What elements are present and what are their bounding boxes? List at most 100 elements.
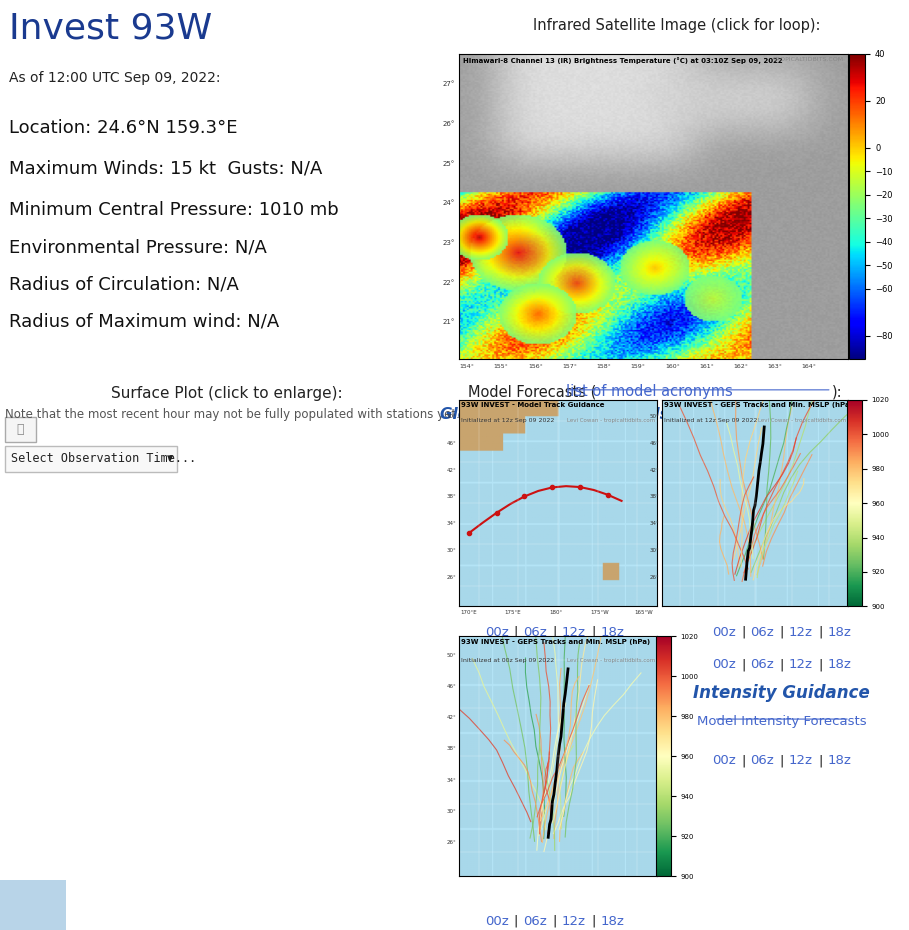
Text: Initialized at 00z Sep 09 2022: Initialized at 00z Sep 09 2022 (461, 658, 554, 663)
Text: 27°: 27° (443, 82, 455, 87)
Text: 42°: 42° (446, 468, 456, 472)
Text: GFS Ensembles: GFS Ensembles (716, 406, 847, 421)
Text: Initialized at 12z Sep 09 2022: Initialized at 12z Sep 09 2022 (461, 418, 554, 423)
Text: 34°: 34° (446, 522, 456, 526)
Text: |: | (741, 658, 745, 671)
Bar (5, 417, 36, 442)
Text: |: | (780, 658, 784, 671)
Text: |: | (818, 658, 823, 671)
Text: 18z: 18z (828, 626, 852, 639)
Text: 165°W: 165°W (634, 610, 653, 616)
Text: 50°: 50° (649, 414, 659, 418)
Text: |: | (591, 626, 595, 639)
Text: 00z: 00z (484, 915, 508, 928)
Text: |: | (741, 626, 745, 639)
Text: 50°: 50° (446, 653, 456, 658)
Text: 12z: 12z (789, 626, 813, 639)
Text: 00z: 00z (484, 626, 508, 639)
Text: 42°: 42° (446, 715, 456, 720)
Text: Model Intensity Forecasts: Model Intensity Forecasts (697, 715, 866, 728)
Text: 34°: 34° (649, 522, 659, 526)
Text: 46°: 46° (649, 441, 659, 445)
Text: 50°: 50° (446, 414, 456, 418)
Text: 30°: 30° (446, 548, 456, 553)
Text: |: | (818, 626, 823, 639)
Text: Levi Cowan - tropicaltidbits.com: Levi Cowan - tropicaltidbits.com (567, 418, 655, 423)
Text: 46°: 46° (446, 684, 456, 689)
Text: 06z: 06z (751, 754, 774, 767)
Text: Location: 24.6°N 159.3°E: Location: 24.6°N 159.3°E (9, 119, 237, 137)
Text: 18z: 18z (601, 626, 624, 639)
Bar (0, 880, 65, 930)
Text: 155°: 155° (494, 364, 508, 368)
Text: 00z: 00z (712, 658, 735, 671)
Text: 06z: 06z (524, 915, 547, 928)
Text: ):: ): (832, 384, 843, 399)
Text: 24°: 24° (443, 200, 455, 206)
Text: 22°: 22° (443, 280, 455, 286)
Text: 160°: 160° (664, 364, 680, 368)
Text: 23°: 23° (443, 240, 455, 246)
Text: 161°: 161° (699, 364, 714, 368)
Text: Radius of Maximum wind: N/A: Radius of Maximum wind: N/A (9, 312, 279, 330)
Text: 46°: 46° (446, 441, 456, 445)
Text: Levi Cowan - tropicaltidbits.com: Levi Cowan - tropicaltidbits.com (567, 658, 655, 663)
Text: 12z: 12z (562, 626, 585, 639)
Text: |: | (553, 915, 556, 928)
Text: 158°: 158° (596, 364, 611, 368)
Text: 26°: 26° (649, 575, 659, 580)
Text: 164°: 164° (802, 364, 816, 368)
Text: 93W INVEST - Model Track Guidance: 93W INVEST - Model Track Guidance (461, 402, 604, 408)
Text: list of model acronyms: list of model acronyms (565, 384, 733, 399)
Text: TROPICALTIDBITS.COM: TROPICALTIDBITS.COM (773, 57, 844, 62)
Text: 18z: 18z (828, 754, 852, 767)
Text: |: | (514, 915, 518, 928)
Text: 42°: 42° (649, 468, 659, 472)
Text: 163°: 163° (767, 364, 783, 368)
Text: Invest 93W: Invest 93W (9, 11, 213, 46)
Text: 12z: 12z (789, 754, 813, 767)
Text: As of 12:00 UTC Sep 09, 2022:: As of 12:00 UTC Sep 09, 2022: (9, 71, 221, 85)
Text: 154°: 154° (459, 364, 474, 368)
Text: 00z: 00z (712, 754, 735, 767)
Text: 180°: 180° (550, 610, 563, 616)
Text: |: | (818, 754, 823, 767)
Text: 162°: 162° (734, 364, 748, 368)
Text: |: | (741, 754, 745, 767)
Text: Intensity Guidance: Intensity Guidance (694, 684, 870, 702)
Text: 26°: 26° (443, 121, 455, 127)
Text: 21°: 21° (443, 319, 455, 325)
Text: 26°: 26° (446, 575, 456, 580)
Text: 156°: 156° (528, 364, 543, 368)
Text: |: | (780, 626, 784, 639)
Text: |: | (553, 626, 556, 639)
Text: 12z: 12z (562, 915, 585, 928)
Text: 06z: 06z (751, 626, 774, 639)
Text: Select Observation Time...: Select Observation Time... (11, 452, 196, 465)
Text: Infrared Satellite Image (click for loop):: Infrared Satellite Image (click for loop… (534, 18, 821, 33)
Text: 157°: 157° (562, 364, 577, 368)
Text: 06z: 06z (524, 626, 547, 639)
Bar (5, 445, 177, 472)
Text: Radius of Circulation: N/A: Radius of Circulation: N/A (9, 275, 239, 293)
Text: 175°W: 175°W (590, 610, 609, 616)
Text: 12z: 12z (789, 658, 813, 671)
Text: 30°: 30° (649, 548, 659, 553)
Text: GEPS Ensembles: GEPS Ensembles (484, 684, 625, 699)
Text: 159°: 159° (631, 364, 645, 368)
Text: 93W INVEST - GEFS Tracks and Min. MSLP (hPa): 93W INVEST - GEFS Tracks and Min. MSLP (… (664, 402, 853, 408)
Text: Surface Plot (click to enlarge):: Surface Plot (click to enlarge): (112, 386, 343, 401)
Text: 170°E: 170°E (461, 610, 477, 616)
Text: 06z: 06z (751, 658, 774, 671)
Text: 18z: 18z (601, 915, 624, 928)
Text: 🖥: 🖥 (16, 423, 25, 435)
Text: Himawari-8 Channel 13 (IR) Brightness Temperature (°C) at 03:10Z Sep 09, 2022: Himawari-8 Channel 13 (IR) Brightness Te… (463, 57, 783, 64)
Text: 00z: 00z (712, 626, 735, 639)
Text: 38°: 38° (446, 495, 456, 499)
Text: Global + Hurricane Models: Global + Hurricane Models (440, 406, 669, 421)
Text: Note that the most recent hour may not be fully populated with stations yet.: Note that the most recent hour may not b… (5, 408, 459, 421)
Text: 26°: 26° (446, 840, 456, 845)
Text: 34°: 34° (446, 777, 456, 782)
Text: |: | (780, 754, 784, 767)
Text: |: | (514, 626, 518, 639)
